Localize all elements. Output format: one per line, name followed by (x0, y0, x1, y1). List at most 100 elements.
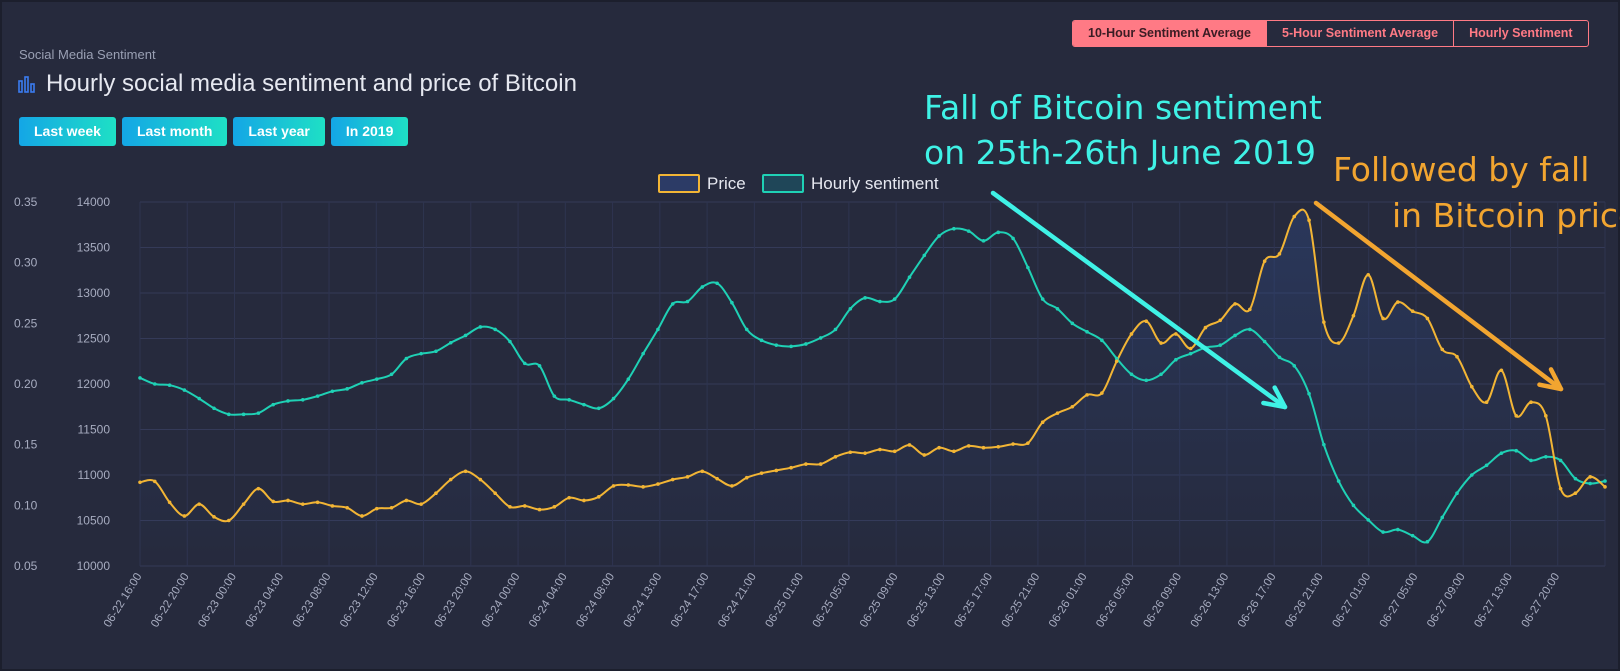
price-point (271, 499, 275, 504)
range-last-month-button[interactable]: Last month (121, 117, 228, 146)
x-tick-label: 06-24 08:00 (574, 571, 617, 629)
x-tick-label: 06-24 00:00 (480, 571, 523, 629)
sentiment-point (981, 239, 986, 243)
sentiment-point (448, 340, 453, 345)
price-point (1011, 442, 1015, 446)
sentiment-point (1558, 458, 1563, 463)
tab-10-hour-average[interactable]: 10-Hour Sentiment Average (1073, 21, 1267, 46)
price-point (1233, 302, 1237, 306)
sentiment-point (256, 411, 261, 415)
sentiment-point (300, 397, 305, 402)
sentiment-point (582, 402, 586, 407)
price-point (1366, 273, 1371, 277)
sentiment-point (744, 327, 749, 332)
sentiment-point (1129, 372, 1134, 377)
sentiment-point (1544, 455, 1548, 459)
sentiment-point (1026, 265, 1030, 270)
price-point (1603, 485, 1607, 489)
y-tick-label-sentiment: 0.10 (14, 498, 38, 512)
price-point (1455, 354, 1459, 359)
sentiment-point (818, 336, 823, 340)
sentiment-point (1425, 539, 1430, 544)
price-point (1262, 259, 1267, 263)
price-point (922, 453, 927, 457)
price-point (1292, 214, 1297, 219)
price-point (197, 502, 201, 506)
x-tick-label: 06-23 16:00 (385, 571, 428, 629)
sentiment-point (537, 364, 542, 368)
price-point (1070, 404, 1075, 409)
price-point (389, 505, 394, 510)
sentiment-point (167, 383, 172, 388)
tab-hourly-sentiment[interactable]: Hourly Sentiment (1453, 21, 1588, 46)
sentiment-point (1188, 351, 1193, 356)
price-point (1040, 420, 1045, 425)
x-tick-label: 06-26 09:00 (1142, 571, 1185, 629)
price-point (1218, 318, 1223, 323)
price-point (434, 491, 438, 496)
sentiment-point (1292, 364, 1297, 368)
price-point (863, 451, 867, 455)
arrow-price-head (1537, 367, 1564, 392)
sentiment-point (1410, 533, 1415, 538)
price-point (241, 502, 246, 506)
x-tick-label: 06-26 13:00 (1189, 571, 1232, 629)
range-last-year-button[interactable]: Last year (233, 117, 325, 146)
x-tick-label: 06-26 21:00 (1283, 571, 1326, 629)
price-point (848, 450, 853, 455)
annotation-sentiment-line-1: Fall of Bitcoin sentiment (924, 88, 1322, 127)
price-point (641, 485, 645, 489)
sentiment-point (1277, 355, 1282, 360)
price-point (1129, 332, 1134, 336)
sentiment-point (892, 297, 897, 301)
price-point (1174, 332, 1178, 336)
sentiment-point (759, 338, 764, 343)
price-point (937, 445, 941, 450)
price-point (759, 471, 764, 475)
sentiment-point (966, 229, 971, 233)
sentiment-point (1114, 356, 1119, 361)
tab-5-hour-average[interactable]: 5-Hour Sentiment Average (1266, 21, 1453, 46)
sentiment-point (641, 351, 645, 356)
x-tick-label: 06-24 04:00 (527, 571, 570, 629)
sentiment-point (804, 342, 808, 346)
sentiment-point (286, 399, 290, 403)
x-tick-label: 06-23 12:00 (338, 571, 381, 629)
sentiment-point (789, 344, 793, 349)
price-point (463, 469, 468, 474)
x-tick-label: 06-26 05:00 (1094, 571, 1137, 629)
sentiment-point (1573, 476, 1578, 481)
price-point (685, 475, 690, 479)
price-area-fill (140, 209, 1605, 566)
sentiment-point (152, 382, 157, 386)
y-tick-label-sentiment: 0.25 (14, 316, 38, 330)
price-point (596, 495, 601, 499)
sentiment-point (182, 388, 187, 392)
price-point (715, 476, 719, 481)
price-point (1277, 252, 1282, 256)
x-tick-label: 06-25 17:00 (952, 571, 995, 629)
sentiment-point (774, 343, 779, 347)
arrow-sentiment (990, 190, 1288, 410)
range-last-week-button[interactable]: Last week (19, 117, 116, 146)
sentiment-point (463, 333, 468, 338)
price-point (1055, 411, 1060, 415)
chart-legend: Price Hourly sentiment (658, 174, 939, 193)
x-tick-label: 06-26 01:00 (1047, 571, 1090, 629)
sentiment-point (1499, 451, 1504, 455)
section-label: Social Media Sentiment (19, 47, 156, 62)
x-tick-label: 06-26 17:00 (1236, 571, 1279, 629)
price-point (1248, 307, 1252, 312)
sentiment-point (952, 226, 956, 231)
sentiment-point (1529, 458, 1533, 463)
price-point (1203, 325, 1208, 330)
sentiment-point (212, 406, 216, 411)
price-line (139, 208, 1606, 523)
price-point (907, 443, 912, 447)
page-title: Hourly social media sentiment and price … (46, 70, 577, 97)
price-point (345, 505, 349, 510)
range-in-2019-button[interactable]: In 2019 (330, 117, 409, 146)
price-point (522, 504, 527, 508)
y-tick-label-sentiment: 0.05 (14, 559, 38, 573)
